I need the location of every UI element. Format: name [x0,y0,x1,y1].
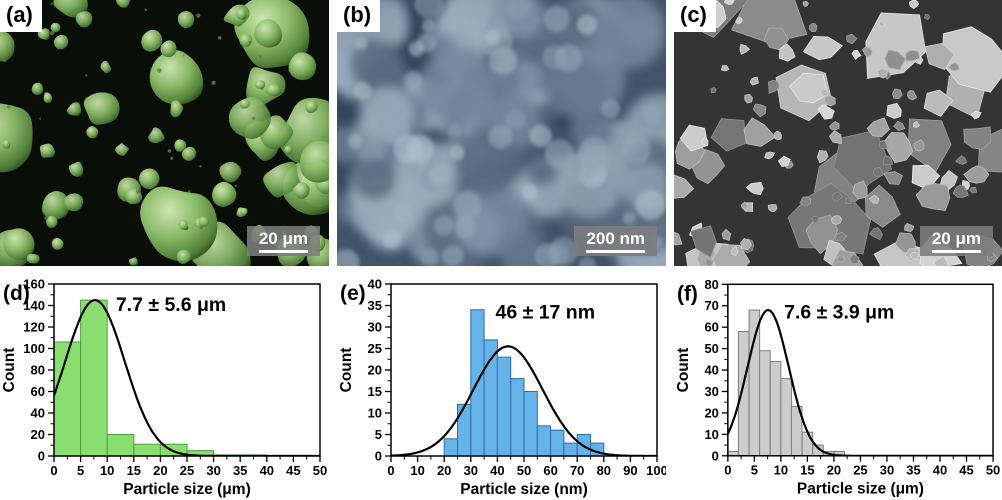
sem-image-gray [674,0,1002,266]
svg-text:Particle size (μm): Particle size (μm) [123,481,251,498]
svg-text:30: 30 [464,463,478,478]
svg-text:10: 10 [100,463,114,478]
svg-text:60: 60 [543,463,557,478]
svg-text:0: 0 [387,463,394,478]
svg-text:140: 140 [23,298,45,313]
panel-label-box: (b) [337,0,381,32]
svg-text:25: 25 [368,341,382,356]
svg-text:160: 160 [23,277,45,292]
micrograph-panel-c: (c) 20 μm [674,0,1002,266]
svg-text:120: 120 [23,320,45,335]
svg-text:40: 40 [704,363,718,378]
svg-text:20: 20 [437,463,451,478]
svg-text:0: 0 [50,463,57,478]
panel-label: (c) [680,2,707,27]
svg-text:45: 45 [286,463,300,478]
svg-text:30: 30 [880,463,894,478]
scale-bar: 20 μm [919,226,993,256]
svg-text:20: 20 [31,427,45,442]
scale-bar-line [586,250,645,253]
svg-text:0: 0 [38,449,45,464]
svg-text:(f): (f) [677,282,698,305]
micrograph-panel-a: (a) 20 μm [0,0,329,266]
svg-text:(d): (d) [3,282,30,305]
svg-text:10: 10 [704,427,718,442]
svg-text:30: 30 [704,384,718,399]
svg-text:40: 40 [933,463,947,478]
panel-label-box: (c) [674,0,716,32]
scale-bar-label: 20 μm [931,229,981,248]
svg-text:10: 10 [410,463,424,478]
svg-text:40: 40 [490,463,504,478]
svg-text:Particle size (nm): Particle size (nm) [460,481,588,498]
svg-text:80: 80 [31,363,45,378]
svg-text:35: 35 [906,463,920,478]
svg-text:100: 100 [646,463,666,478]
svg-text:60: 60 [31,384,45,399]
svg-text:45: 45 [959,463,973,478]
svg-text:20: 20 [368,363,382,378]
histogram-d: 0 5 10 15 20 25 30 35 40 45 50 0 20 40 60 80 100 120 140 16… [1,277,327,499]
panel-label: (b) [343,2,372,27]
svg-text:40: 40 [31,406,45,421]
svg-text:Count: Count [338,348,355,393]
scale-bar: 200 nm [574,226,657,256]
svg-text:0: 0 [712,448,719,463]
svg-text:7.7 ± 5.6 μm: 7.7 ± 5.6 μm [116,294,226,316]
svg-text:25: 25 [853,463,867,478]
svg-text:20: 20 [827,463,841,478]
svg-text:30: 30 [206,463,220,478]
svg-text:50: 50 [313,463,327,478]
svg-text:0: 0 [724,463,731,478]
svg-text:30: 30 [368,320,382,335]
histogram-panel-e: 0 10 20 30 40 50 60 70 80 90 100 0 5 10 15 20 25 30 35 40 Pa… [337,272,666,500]
svg-text:20: 20 [704,405,718,420]
svg-text:5: 5 [77,463,84,478]
svg-text:70: 70 [570,463,584,478]
svg-text:10: 10 [774,463,788,478]
scale-bar-label: 200 nm [586,229,645,248]
svg-text:80: 80 [597,463,611,478]
svg-text:50: 50 [986,463,1000,478]
svg-text:0: 0 [375,449,382,464]
svg-text:35: 35 [233,463,247,478]
svg-text:15: 15 [368,384,382,399]
scale-bar-label: 20 μm [258,229,308,248]
histogram-panel-d: 0 5 10 15 20 25 30 35 40 45 50 0 20 40 60 80 100 120 140 16… [0,272,329,500]
svg-text:5: 5 [751,463,758,478]
svg-text:70: 70 [704,298,718,313]
svg-text:Count: Count [675,348,692,393]
panel-label-box: (a) [0,0,42,32]
scale-bar-line [931,250,981,253]
svg-text:40: 40 [260,463,274,478]
svg-text:10: 10 [368,406,382,421]
svg-text:40: 40 [368,277,382,292]
svg-text:100: 100 [23,341,45,356]
scale-bar-line [258,250,308,253]
svg-text:90: 90 [623,463,637,478]
svg-text:15: 15 [127,463,141,478]
histogram-panel-f: 0 5 10 15 20 25 30 35 40 45 50 0 10 20 30 40 50 60 70 80 Par… [674,272,1002,500]
svg-text:20: 20 [153,463,167,478]
svg-text:80: 80 [704,277,718,292]
svg-text:25: 25 [180,463,194,478]
svg-text:Particle size (μm): Particle size (μm) [797,481,924,498]
scale-bar: 20 μm [246,226,320,256]
histogram-f: 0 5 10 15 20 25 30 35 40 45 50 0 10 20 30 40 50 60 70 80 Par… [675,277,1000,498]
svg-text:Count: Count [1,348,18,393]
svg-text:5: 5 [375,427,382,442]
svg-text:50: 50 [704,341,718,356]
svg-text:50: 50 [517,463,531,478]
svg-text:7.6 ± 3.9 μm: 7.6 ± 3.9 μm [784,302,894,324]
svg-text:60: 60 [704,320,718,335]
svg-text:46 ± 17 nm: 46 ± 17 nm [495,301,595,323]
micrograph-panel-b: (b) 200 nm [337,0,666,266]
svg-text:(e): (e) [340,282,366,305]
svg-text:15: 15 [800,463,814,478]
histogram-e: 0 10 20 30 40 50 60 70 80 90 100 0 5 10 15 20 25 30 35 40 Pa… [338,277,666,499]
svg-text:35: 35 [368,298,382,313]
panel-label: (a) [6,2,33,27]
